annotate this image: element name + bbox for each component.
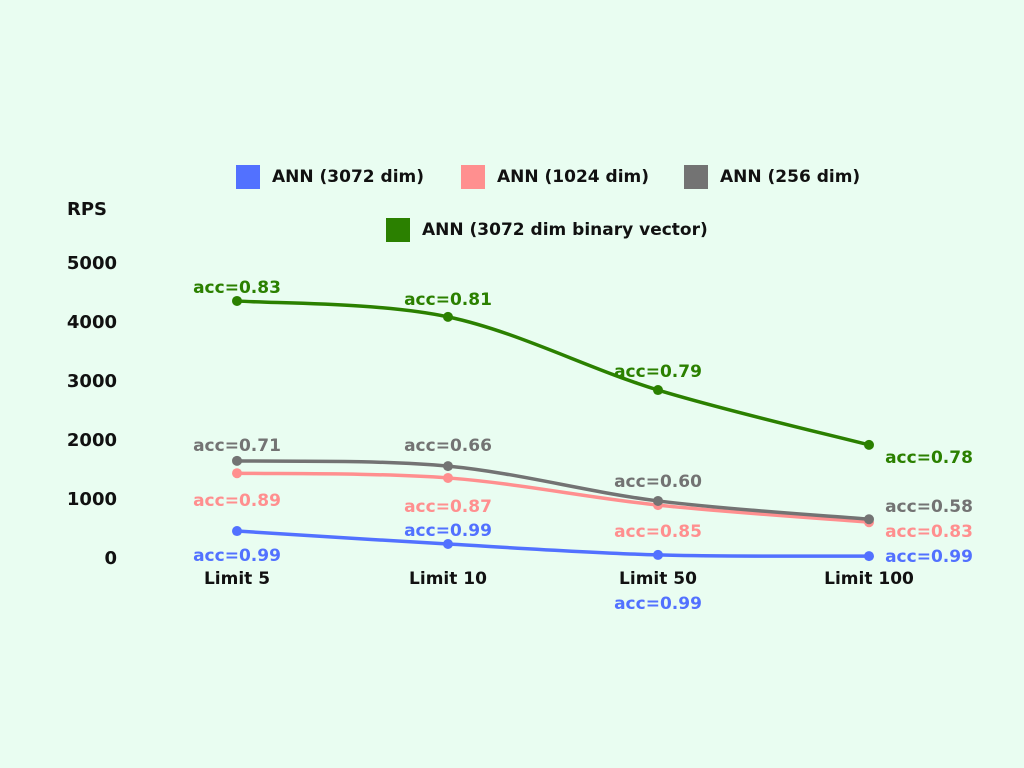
data-label: acc=0.99 [404,521,492,541]
legend-label: ANN (3072 dim binary vector) [422,220,708,240]
data-label: acc=0.87 [404,497,492,517]
series-line [236,299,870,447]
legend-item-binary: ANN (3072 dim binary vector) [386,218,708,242]
legend-swatch [386,218,410,242]
data-point [443,461,453,472]
data-point [232,295,242,306]
legend-label: ANN (1024 dim) [497,167,650,187]
legend-item-1024: ANN (1024 dim) [461,165,649,189]
data-label: acc=0.60 [614,472,702,492]
data-point [443,311,453,322]
x-tick-label: Limit 50 [619,569,697,589]
data-label: acc=0.83 [193,278,281,298]
y-tick-label: 4000 [67,312,117,333]
data-point [864,439,874,450]
y-tick-label: 2000 [67,430,117,451]
data-label: acc=0.89 [193,491,281,511]
data-point [443,472,453,483]
data-point [864,551,874,562]
data-point [443,539,453,550]
y-tick-label: 1000 [67,489,117,510]
legend-item-256: ANN (256 dim) [684,165,860,189]
data-label: acc=0.66 [404,436,492,456]
data-point [653,549,663,560]
data-label: acc=0.85 [614,522,702,542]
y-tick-label: 0 [104,548,117,569]
data-label: acc=0.71 [193,436,281,456]
legend-swatch [236,165,260,189]
x-tick-label: Limit 5 [204,569,270,589]
y-tick-label: 3000 [67,371,117,392]
legend-label: ANN (3072 dim) [272,167,425,187]
data-point [653,495,663,506]
data-label: acc=0.58 [885,497,973,517]
data-label: acc=0.99 [614,594,702,614]
data-point [653,385,663,396]
legend-swatch [684,165,708,189]
data-label: acc=0.78 [885,448,973,468]
legend-label: ANN (256 dim) [720,167,861,187]
data-label: acc=0.99 [885,547,973,567]
data-label: acc=0.79 [614,362,702,382]
data-label: acc=0.83 [885,522,973,542]
data-label: acc=0.81 [404,290,492,310]
data-point [864,514,874,525]
series-line [236,459,870,521]
series-line [236,529,870,558]
data-point [232,455,242,466]
series-line [236,471,870,524]
legend-item-3072: ANN (3072 dim) [236,165,424,189]
y-tick-label: 5000 [67,253,117,274]
x-tick-label: Limit 100 [824,569,914,589]
data-point [232,468,242,479]
legend-swatch [461,165,485,189]
x-tick-label: Limit 10 [409,569,487,589]
data-label: acc=0.99 [193,546,281,566]
y-axis-label: RPS [67,199,108,220]
data-point [232,526,242,537]
